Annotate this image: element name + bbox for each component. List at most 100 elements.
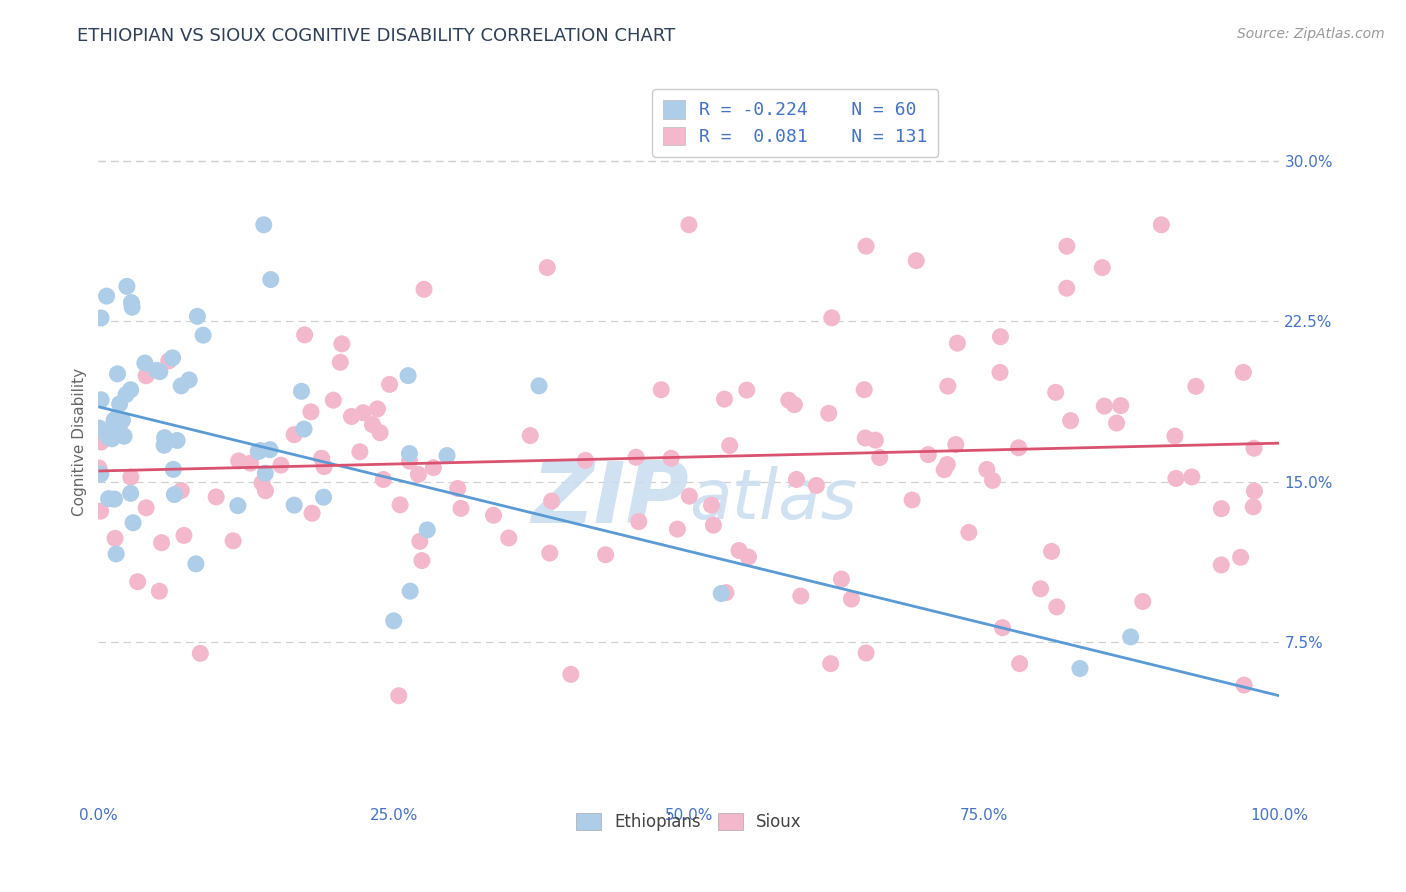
Point bbox=[595, 548, 617, 562]
Point bbox=[627, 515, 650, 529]
Point bbox=[299, 405, 322, 419]
Point bbox=[624, 450, 647, 465]
Point bbox=[869, 450, 891, 465]
Point bbox=[90, 310, 112, 325]
Point bbox=[191, 328, 214, 343]
Point bbox=[855, 646, 877, 660]
Point bbox=[150, 535, 173, 549]
Point bbox=[96, 289, 118, 303]
Point bbox=[104, 532, 127, 546]
Point bbox=[105, 411, 128, 425]
Point bbox=[127, 574, 149, 589]
Point bbox=[855, 239, 877, 253]
Point bbox=[90, 467, 112, 481]
Point bbox=[1164, 471, 1187, 485]
Point bbox=[94, 424, 117, 438]
Point bbox=[222, 533, 245, 548]
Point bbox=[292, 422, 315, 436]
Point bbox=[122, 516, 145, 530]
Point bbox=[737, 549, 759, 564]
Point bbox=[498, 531, 520, 545]
Point bbox=[957, 525, 980, 540]
Point bbox=[312, 490, 335, 504]
Point bbox=[650, 383, 672, 397]
Point bbox=[821, 310, 844, 325]
Point bbox=[786, 473, 808, 487]
Point bbox=[89, 421, 111, 435]
Point bbox=[422, 460, 444, 475]
Point bbox=[97, 430, 120, 444]
Point bbox=[519, 428, 541, 442]
Point bbox=[778, 393, 800, 408]
Point bbox=[1105, 416, 1128, 430]
Point bbox=[162, 462, 184, 476]
Point bbox=[1243, 442, 1265, 456]
Point bbox=[409, 534, 432, 549]
Point bbox=[389, 498, 412, 512]
Point bbox=[97, 430, 120, 444]
Text: ZIP: ZIP bbox=[531, 458, 689, 541]
Point bbox=[1229, 550, 1251, 565]
Point bbox=[352, 406, 374, 420]
Point bbox=[283, 498, 305, 512]
Point bbox=[259, 442, 281, 457]
Point bbox=[226, 499, 249, 513]
Point bbox=[1008, 657, 1031, 671]
Point bbox=[301, 506, 323, 520]
Point bbox=[184, 557, 207, 571]
Point bbox=[936, 379, 959, 393]
Point bbox=[378, 377, 401, 392]
Point bbox=[388, 689, 411, 703]
Point bbox=[1092, 399, 1115, 413]
Point bbox=[820, 657, 842, 671]
Point bbox=[413, 282, 436, 296]
Legend: Ethiopians, Sioux: Ethiopians, Sioux bbox=[569, 806, 808, 838]
Point bbox=[934, 463, 956, 477]
Point bbox=[540, 494, 562, 508]
Point bbox=[853, 431, 876, 445]
Point bbox=[254, 467, 277, 481]
Point bbox=[101, 432, 124, 446]
Point bbox=[361, 417, 384, 432]
Point bbox=[349, 444, 371, 458]
Text: ETHIOPIAN VS SIOUX COGNITIVE DISABILITY CORRELATION CHART: ETHIOPIAN VS SIOUX COGNITIVE DISABILITY … bbox=[77, 27, 675, 45]
Point bbox=[411, 553, 433, 567]
Point bbox=[340, 409, 363, 424]
Point bbox=[368, 425, 391, 440]
Point bbox=[366, 401, 388, 416]
Point bbox=[89, 504, 111, 518]
Point bbox=[205, 490, 228, 504]
Point bbox=[107, 367, 129, 381]
Point bbox=[1069, 661, 1091, 675]
Point bbox=[398, 454, 420, 468]
Point bbox=[713, 392, 735, 406]
Point bbox=[329, 355, 352, 369]
Point bbox=[166, 434, 188, 448]
Point bbox=[87, 461, 110, 475]
Point bbox=[311, 451, 333, 466]
Point bbox=[702, 518, 724, 533]
Point bbox=[1059, 414, 1081, 428]
Point bbox=[678, 489, 700, 503]
Point bbox=[936, 458, 959, 472]
Point bbox=[120, 486, 142, 500]
Point bbox=[382, 614, 405, 628]
Point bbox=[830, 572, 852, 586]
Point bbox=[170, 483, 193, 498]
Point bbox=[1091, 260, 1114, 275]
Point bbox=[988, 366, 1011, 380]
Point bbox=[120, 470, 142, 484]
Point bbox=[330, 337, 353, 351]
Point bbox=[783, 398, 806, 412]
Point bbox=[163, 487, 186, 501]
Point bbox=[728, 543, 751, 558]
Point bbox=[666, 522, 689, 536]
Point bbox=[148, 584, 170, 599]
Point bbox=[1185, 379, 1208, 393]
Point bbox=[1132, 594, 1154, 608]
Point bbox=[436, 449, 458, 463]
Point bbox=[1241, 500, 1264, 514]
Point bbox=[135, 368, 157, 383]
Point bbox=[135, 500, 157, 515]
Point bbox=[103, 492, 125, 507]
